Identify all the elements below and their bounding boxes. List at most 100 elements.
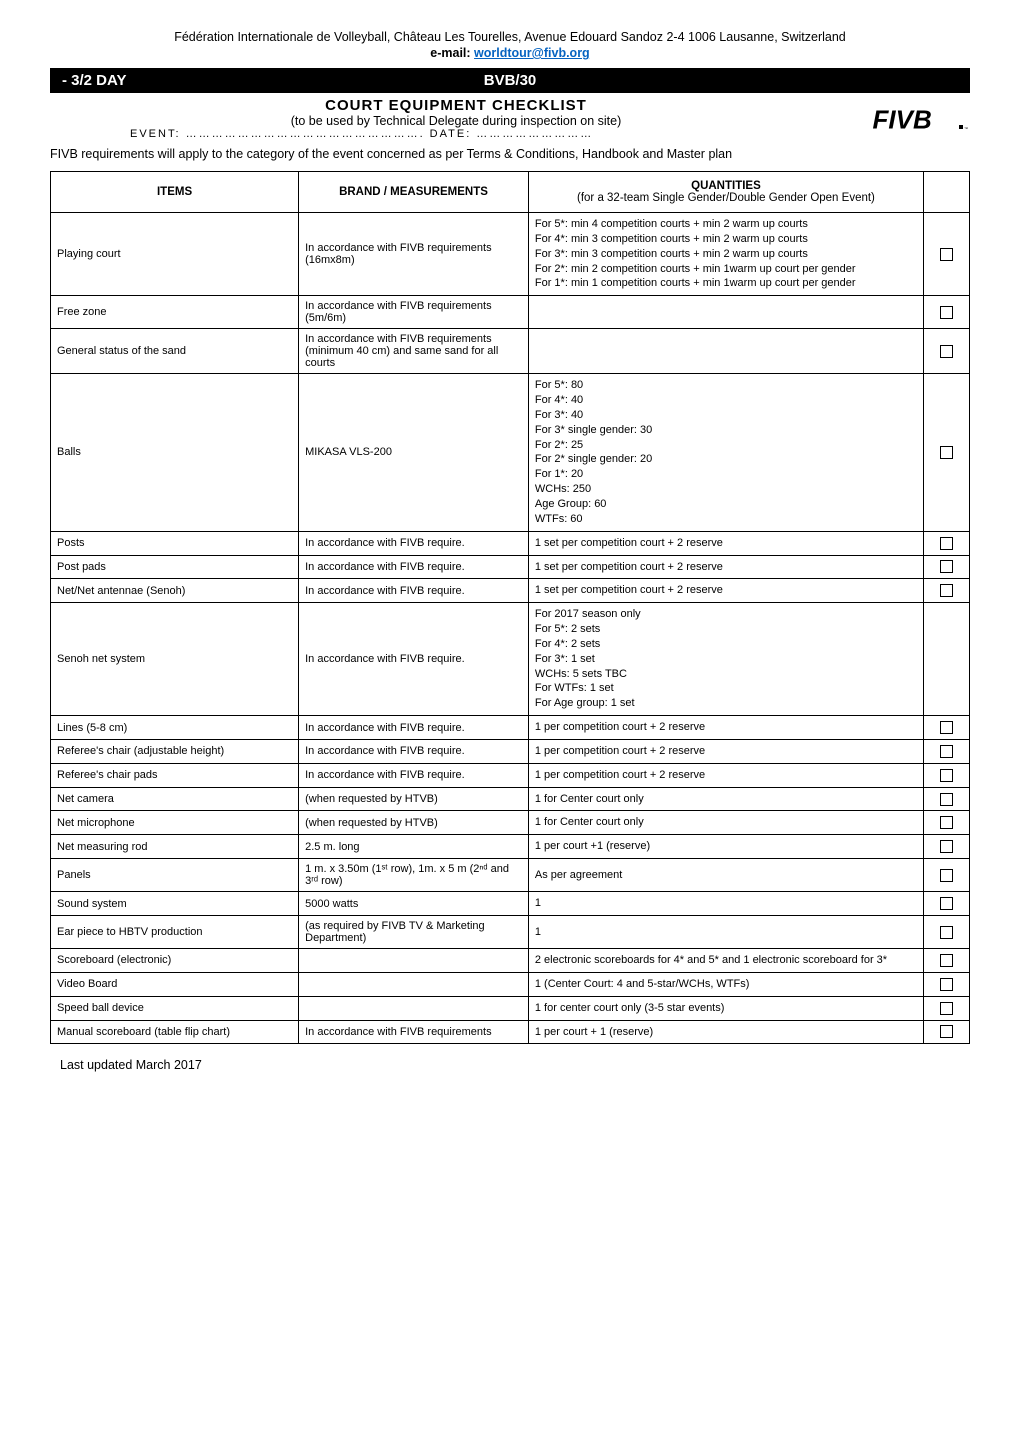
cell-checkbox <box>924 763 970 787</box>
title-bar: - 3/2 DAY BVB/30 <box>50 68 970 93</box>
title-bar-mid: BVB/30 <box>361 72 660 89</box>
cell-quantity: 1 set per competition court + 2 reserve <box>528 555 923 579</box>
subtitle: (to be used by Technical Delegate during… <box>50 114 862 128</box>
event-date-line: EVENT: ………………………………………………. DATE: …………………… <box>130 128 862 140</box>
cell-brand: (as required by FIVB TV & Marketing Depa… <box>299 916 529 949</box>
cell-item: Panels <box>51 859 299 892</box>
cell-checkbox <box>924 916 970 949</box>
email-line: e-mail: worldtour@fivb.org <box>50 46 970 60</box>
table-row: Net/Net antennae (Senoh)In accordance wi… <box>51 579 970 603</box>
cell-brand: In accordance with FIVB require. <box>299 555 529 579</box>
table-row: BallsMIKASA VLS-200For 5*: 80For 4*: 40F… <box>51 374 970 531</box>
cell-checkbox <box>924 374 970 531</box>
cell-quantity: 1 <box>528 916 923 949</box>
cell-item: Net measuring rod <box>51 835 299 859</box>
table-header-row: ITEMS BRAND / MEASUREMENTS QUANTITIES (f… <box>51 172 970 213</box>
cell-brand: MIKASA VLS-200 <box>299 374 529 531</box>
cell-quantity: As per agreement <box>528 859 923 892</box>
cell-item: Referee's chair (adjustable height) <box>51 739 299 763</box>
cell-brand: In accordance with FIVB require. <box>299 716 529 740</box>
checkbox-icon[interactable] <box>940 1002 953 1015</box>
cell-brand: (when requested by HTVB) <box>299 811 529 835</box>
checkbox-icon[interactable] <box>940 816 953 829</box>
qty-header-line1: QUANTITIES <box>535 180 917 192</box>
checkbox-icon[interactable] <box>940 306 953 319</box>
table-row: Senoh net systemIn accordance with FIVB … <box>51 603 970 716</box>
cell-checkbox <box>924 555 970 579</box>
cell-item: Post pads <box>51 555 299 579</box>
cell-item: Referee's chair pads <box>51 763 299 787</box>
cell-item: Free zone <box>51 296 299 329</box>
cell-brand <box>299 972 529 996</box>
organization-header: Fédération Internationale de Volleyball,… <box>50 30 970 44</box>
cell-checkbox <box>924 949 970 973</box>
table-row: Referee's chair (adjustable height)In ac… <box>51 739 970 763</box>
checkbox-icon[interactable] <box>940 560 953 573</box>
cell-checkbox <box>924 716 970 740</box>
cell-brand <box>299 949 529 973</box>
header-quantities: QUANTITIES (for a 32-team Single Gender/… <box>528 172 923 213</box>
cell-checkbox <box>924 603 970 716</box>
checkbox-icon[interactable] <box>940 793 953 806</box>
checkbox-icon[interactable] <box>940 769 953 782</box>
cell-item: Lines (5-8 cm) <box>51 716 299 740</box>
cell-item: Posts <box>51 531 299 555</box>
checkbox-icon[interactable] <box>940 897 953 910</box>
header-row: COURT EQUIPMENT CHECKLIST (to be used by… <box>50 97 970 141</box>
cell-item: Sound system <box>51 892 299 916</box>
cell-brand: 2.5 m. long <box>299 835 529 859</box>
checkbox-icon[interactable] <box>940 869 953 882</box>
cell-checkbox <box>924 296 970 329</box>
table-row: Playing courtIn accordance with FIVB req… <box>51 213 970 296</box>
cell-checkbox <box>924 531 970 555</box>
cell-checkbox <box>924 972 970 996</box>
email-link[interactable]: worldtour@fivb.org <box>474 46 590 60</box>
checkbox-icon[interactable] <box>940 926 953 939</box>
cell-brand: 1 m. x 3.50m (1ˢᵗ row), 1m. x 5 m (2ⁿᵈ a… <box>299 859 529 892</box>
cell-brand: In accordance with FIVB requirements (mi… <box>299 329 529 374</box>
checkbox-icon[interactable] <box>940 721 953 734</box>
qty-header-line2: (for a 32-team Single Gender/Double Gend… <box>535 192 917 204</box>
checkbox-icon[interactable] <box>940 248 953 261</box>
cell-quantity: 1 per competition court + 2 reserve <box>528 763 923 787</box>
cell-item: Scoreboard (electronic) <box>51 949 299 973</box>
header-items: ITEMS <box>51 172 299 213</box>
checkbox-icon[interactable] <box>940 584 953 597</box>
table-row: Ear piece to HBTV production(as required… <box>51 916 970 949</box>
cell-checkbox <box>924 787 970 811</box>
checkbox-icon[interactable] <box>940 745 953 758</box>
cell-quantity: 1 set per competition court + 2 reserve <box>528 531 923 555</box>
checkbox-icon[interactable] <box>940 954 953 967</box>
checkbox-icon[interactable] <box>940 1025 953 1038</box>
title-bar-right <box>659 72 958 89</box>
table-row: Sound system5000 watts1 <box>51 892 970 916</box>
cell-checkbox <box>924 1020 970 1044</box>
cell-brand: In accordance with FIVB require. <box>299 531 529 555</box>
header-text-block: COURT EQUIPMENT CHECKLIST (to be used by… <box>50 97 862 140</box>
cell-item: Manual scoreboard (table flip chart) <box>51 1020 299 1044</box>
cell-item: Video Board <box>51 972 299 996</box>
cell-quantity: For 2017 season onlyFor 5*: 2 setsFor 4*… <box>528 603 923 716</box>
cell-quantity: 1 per competition court + 2 reserve <box>528 739 923 763</box>
cell-checkbox <box>924 859 970 892</box>
title-bar-left: - 3/2 DAY <box>62 72 361 89</box>
cell-checkbox <box>924 892 970 916</box>
checkbox-icon[interactable] <box>940 840 953 853</box>
cell-quantity: 1 <box>528 892 923 916</box>
cell-item: Speed ball device <box>51 996 299 1020</box>
checkbox-icon[interactable] <box>940 345 953 358</box>
checkbox-icon[interactable] <box>940 446 953 459</box>
checkbox-icon[interactable] <box>940 978 953 991</box>
table-row: Net camera(when requested by HTVB)1 for … <box>51 787 970 811</box>
intro-text: FIVB requirements will apply to the cate… <box>50 147 970 161</box>
cell-brand: In accordance with FIVB require. <box>299 739 529 763</box>
checkbox-icon[interactable] <box>940 537 953 550</box>
table-row: Net microphone(when requested by HTVB)1 … <box>51 811 970 835</box>
table-row: Lines (5-8 cm)In accordance with FIVB re… <box>51 716 970 740</box>
cell-brand: In accordance with FIVB requirements <box>299 1020 529 1044</box>
svg-text:FIVB: FIVB <box>873 105 932 135</box>
svg-text:™: ™ <box>964 126 968 131</box>
cell-quantity: 2 electronic scoreboards for 4* and 5* a… <box>528 949 923 973</box>
cell-item: Net camera <box>51 787 299 811</box>
footer-text: Last updated March 2017 <box>60 1058 970 1072</box>
